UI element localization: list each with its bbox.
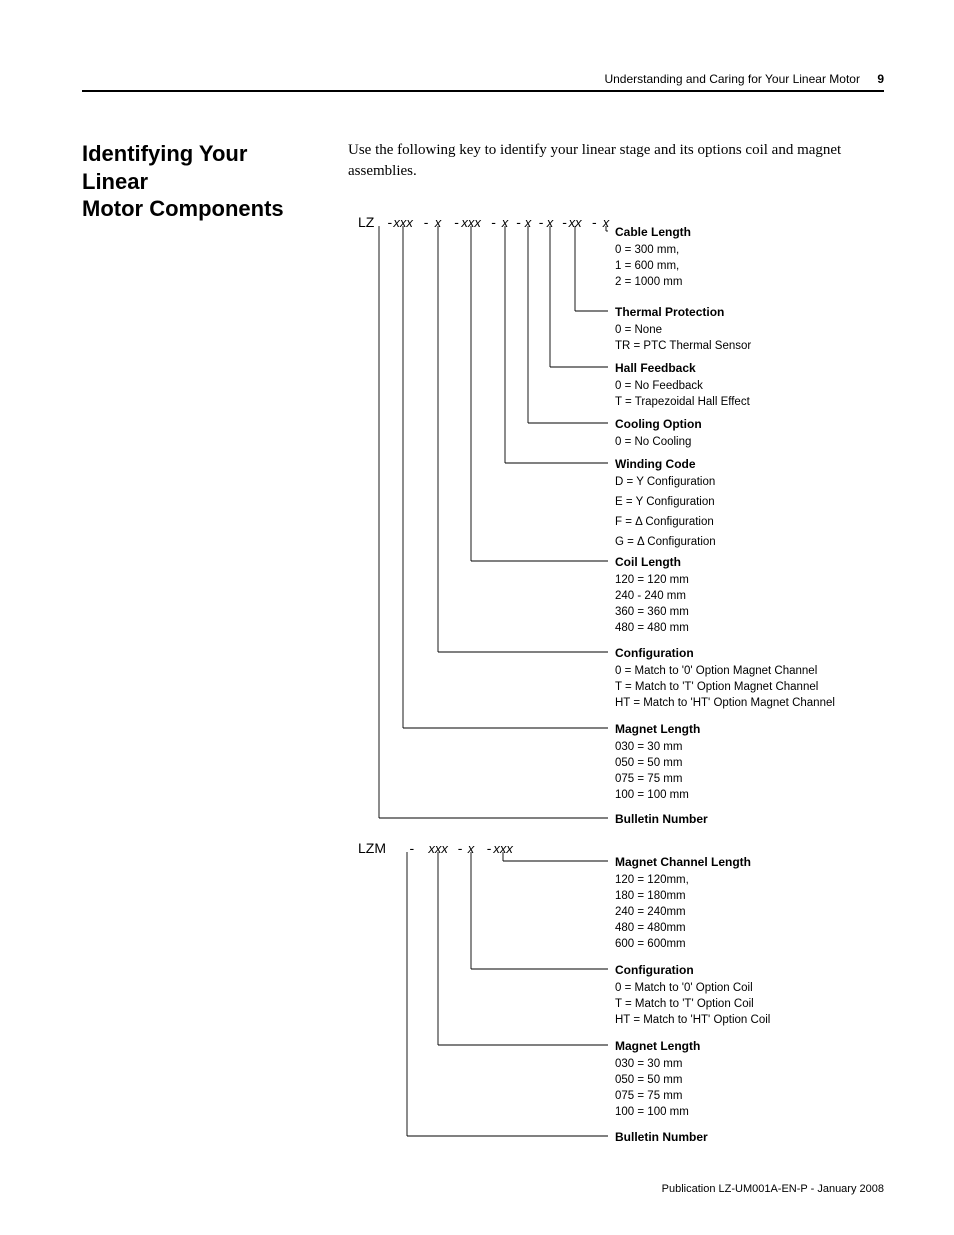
svg-text:Hall Feedback: Hall Feedback [615,361,696,375]
svg-text:0 = None: 0 = None [615,324,662,336]
catalog-key-diagram: LZ-xxx-x-xxx-x-x-x-xx-xCable Length0 = 3… [358,212,898,1172]
svg-text:Configuration: Configuration [615,646,694,660]
svg-text:Coil Length: Coil Length [615,555,681,569]
svg-text:Bulletin Number: Bulletin Number [615,812,708,826]
svg-text:Bulletin Number: Bulletin Number [615,1130,708,1144]
svg-text:-: - [458,840,463,856]
chapter-name: Understanding and Caring for Your Linear… [604,72,860,86]
svg-text:0 = No Feedback: 0 = No Feedback [615,380,703,392]
svg-text:0 = 300 mm,: 0 = 300 mm, [615,244,679,256]
svg-text:LZM: LZM [358,840,386,856]
section-title-line2: Motor Components [82,195,312,223]
svg-text:Magnet Length: Magnet Length [615,722,700,736]
svg-text:HT = Match to 'HT' Option Coil: HT = Match to 'HT' Option Coil [615,1014,770,1026]
svg-text:0 = Match to '0' Option Magnet: 0 = Match to '0' Option Magnet Channel [615,665,817,677]
svg-text:-: - [410,840,415,856]
section-title-line1: Identifying Your Linear [82,140,312,195]
svg-text:T = Match to 'T' Option Magnet: T = Match to 'T' Option Magnet Channel [615,681,818,693]
svg-text:-: - [487,840,492,856]
svg-text:0 = Match to '0' Option Coil: 0 = Match to '0' Option Coil [615,982,753,994]
svg-text:HT = Match to 'HT' Option Magn: HT = Match to 'HT' Option Magnet Channel [615,697,835,709]
svg-text:-: - [516,214,521,230]
svg-text:360 = 360 mm: 360 = 360 mm [615,606,689,618]
svg-text:Configuration: Configuration [615,963,694,977]
header-rule [82,90,884,92]
intro-paragraph: Use the following key to identify your l… [348,140,878,182]
svg-text:100 = 100 mm: 100 = 100 mm [615,789,689,801]
svg-text:120 = 120 mm: 120 = 120 mm [615,574,689,586]
page-number: 9 [877,72,884,86]
svg-text:180 = 180mm: 180 = 180mm [615,890,686,902]
svg-text:050 = 50 mm: 050 = 50 mm [615,1074,682,1086]
svg-text:600 = 600mm: 600 = 600mm [615,938,686,950]
svg-text:100 = 100 mm: 100 = 100 mm [615,1106,689,1118]
svg-text:120 = 120mm,: 120 = 120mm, [615,874,689,886]
svg-text:240 = 240mm: 240 = 240mm [615,906,686,918]
svg-text:480 = 480mm: 480 = 480mm [615,922,686,934]
svg-text:LZ: LZ [358,214,375,230]
svg-text:2 = 1000 mm: 2 = 1000 mm [615,276,682,288]
svg-text:D = Y Configuration: D = Y Configuration [615,476,715,488]
svg-text:-: - [388,214,393,230]
section-title: Identifying Your Linear Motor Components [82,140,312,223]
svg-text:-: - [454,214,459,230]
svg-text:075 = 75 mm: 075 = 75 mm [615,773,682,785]
svg-text:030 = 30 mm: 030 = 30 mm [615,741,682,753]
svg-text:Thermal Protection: Thermal Protection [615,305,724,319]
svg-text:240 - 240 mm: 240 - 240 mm [615,590,686,602]
svg-text:075 = 75 mm: 075 = 75 mm [615,1090,682,1102]
page-header: Understanding and Caring for Your Linear… [604,72,884,86]
svg-text:Magnet Length: Magnet Length [615,1039,700,1053]
svg-text:E = Y Configuration: E = Y Configuration [615,496,715,508]
svg-text:T = Trapezoidal Hall Effect: T = Trapezoidal Hall Effect [615,396,751,408]
svg-text:050 = 50 mm: 050 = 50 mm [615,757,682,769]
svg-text:1 = 600 mm,: 1 = 600 mm, [615,260,679,272]
svg-text:F = Δ Configuration: F = Δ Configuration [615,516,714,528]
svg-text:-: - [562,214,567,230]
svg-text:-: - [491,214,496,230]
svg-text:480 = 480 mm: 480 = 480 mm [615,622,689,634]
svg-text:-: - [592,214,597,230]
svg-text:G = Δ Configuration: G = Δ Configuration [615,536,716,548]
svg-text:Winding Code: Winding Code [615,457,696,471]
svg-text:Cable Length: Cable Length [615,225,691,239]
svg-text:Cooling Option: Cooling Option [615,417,702,431]
svg-text:TR = PTC Thermal Sensor: TR = PTC Thermal Sensor [615,340,751,352]
svg-text:T = Match to 'T' Option Coil: T = Match to 'T' Option Coil [615,998,754,1010]
svg-text:-: - [424,214,429,230]
svg-text:-: - [539,214,544,230]
footer-publication: Publication LZ-UM001A-EN-P - January 200… [662,1183,884,1195]
svg-text:0 = No Cooling: 0 = No Cooling [615,436,691,448]
svg-text:030 = 30 mm: 030 = 30 mm [615,1058,682,1070]
svg-text:Magnet Channel Length: Magnet Channel Length [615,855,751,869]
